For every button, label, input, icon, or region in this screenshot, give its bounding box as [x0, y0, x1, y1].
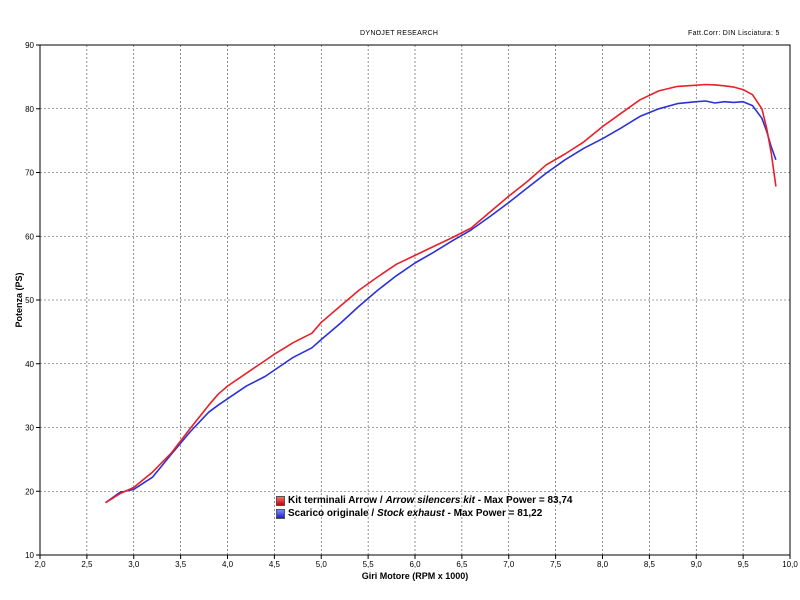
x-tick-label: 3,5 [175, 560, 187, 569]
chart-header-correction: Fatt.Corr: DIN Lisciatura: 5 [688, 30, 780, 37]
x-tick-label: 6,5 [456, 560, 468, 569]
x-tick-label: 2,0 [34, 560, 46, 569]
legend: Kit terminali Arrow / Arrow silencers ki… [276, 494, 572, 520]
y-axis-title: Potenza (PS) [14, 272, 24, 327]
y-tick-label: 70 [25, 169, 34, 178]
legend-label-stock-en: Stock exhaust [376, 508, 445, 519]
x-axis-ticks: 2,0 2,5 3,0 3,5 4,0 4,5 5,0 5,5 6,0 6,5 7,0 7,5 8,0 8… [34, 555, 798, 569]
x-tick-label: 9,5 [738, 560, 750, 569]
x-tick-label: 5,0 [316, 560, 328, 569]
x-tick-label: 6,0 [409, 560, 421, 569]
x-tick-label: 10,0 [782, 560, 798, 569]
x-tick-label: 9,0 [691, 560, 703, 569]
y-tick-label: 40 [25, 360, 34, 369]
y-axis-ticks: 10 20 30 40 50 60 70 80 90 [25, 41, 40, 560]
x-tick-label: 4,5 [269, 560, 281, 569]
x-tick-label: 7,0 [503, 560, 515, 569]
legend-swatch-stock [276, 508, 285, 519]
legend-label-stock-it: Scarico originale [288, 508, 369, 519]
series-arrow-line [105, 83, 777, 504]
x-tick-label: 8,0 [597, 560, 609, 569]
x-tick-label: 5,5 [363, 560, 375, 569]
legend-label-arrow-en: Arrow silencers kit [385, 495, 475, 506]
chart-header-title: DYNOJET RESEARCH [360, 30, 439, 37]
y-tick-label: 60 [25, 232, 34, 241]
x-axis-title: Giri Motore (RPM x 1000) [362, 571, 469, 581]
legend-label-arrow-max: Max Power = 83,74 [483, 495, 573, 506]
legend-item-stock: Scarico originale / Stock exhaust - Max … [276, 507, 572, 520]
legend-swatch-arrow [276, 495, 285, 506]
legend-item-arrow: Kit terminali Arrow / Arrow silencers ki… [276, 494, 572, 507]
legend-label-stock-max: Max Power = 81,22 [453, 508, 543, 519]
x-tick-label: 3,0 [128, 560, 140, 569]
series-stock-line [105, 100, 777, 504]
y-tick-label: 80 [25, 105, 34, 114]
x-tick-label: 2,5 [81, 560, 93, 569]
x-tick-label: 7,5 [550, 560, 562, 569]
y-tick-label: 10 [25, 551, 34, 560]
x-tick-label: 8,5 [644, 560, 656, 569]
y-tick-label: 50 [25, 296, 34, 305]
x-tick-label: 4,0 [222, 560, 234, 569]
y-tick-label: 20 [25, 487, 34, 496]
legend-label-arrow-it: Kit terminali Arrow [288, 495, 378, 506]
series-layer [105, 83, 777, 504]
grid-lines [39, 44, 791, 556]
y-tick-label: 90 [25, 41, 34, 50]
y-tick-label: 30 [25, 424, 34, 433]
